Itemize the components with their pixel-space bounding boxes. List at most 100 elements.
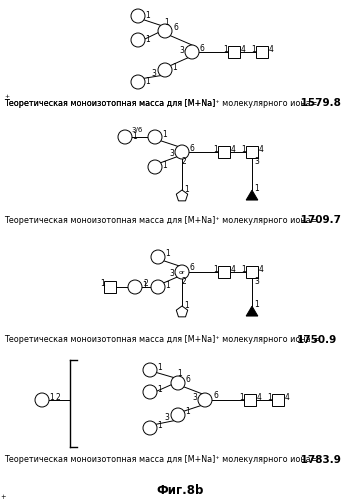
Text: 1: 1 [145, 76, 150, 85]
Text: 1: 1 [172, 62, 177, 71]
Text: 4: 4 [231, 145, 236, 154]
Polygon shape [246, 190, 258, 200]
Bar [244, 394, 256, 406]
Text: 1: 1 [157, 386, 162, 395]
Text: 2: 2 [55, 393, 60, 402]
Text: 1: 1 [164, 17, 169, 26]
Text: 1: 1 [132, 132, 137, 141]
Bar [272, 394, 284, 406]
Text: 1: 1 [239, 393, 244, 402]
Text: 3: 3 [192, 394, 197, 403]
Text: 1: 1 [177, 369, 182, 379]
Circle shape [148, 130, 162, 144]
Circle shape [131, 9, 145, 23]
Bar [218, 266, 230, 278]
Text: 6: 6 [189, 263, 194, 272]
Text: 1: 1 [145, 34, 150, 43]
Text: 1: 1 [100, 279, 105, 288]
Text: 1: 1 [185, 408, 190, 417]
Text: 1: 1 [241, 264, 246, 273]
Text: 1: 1 [162, 161, 167, 170]
Text: 3: 3 [169, 269, 174, 278]
Circle shape [158, 63, 172, 77]
Text: 3: 3 [254, 157, 259, 166]
Text: 1: 1 [162, 130, 167, 139]
Text: 6: 6 [213, 392, 218, 401]
Text: 3: 3 [151, 68, 156, 77]
Circle shape [158, 24, 172, 38]
Text: Теоретическая моноизотопная масса для [M+Na]⁺ молекулярного иона=: Теоретическая моноизотопная масса для [M… [4, 456, 320, 465]
Bar [104, 281, 116, 293]
Circle shape [175, 265, 189, 279]
Circle shape [143, 363, 157, 377]
Text: 1579.8: 1579.8 [297, 98, 341, 108]
Text: 2: 2 [144, 279, 149, 288]
Text: 4: 4 [259, 145, 264, 154]
Text: 1: 1 [241, 145, 246, 154]
Polygon shape [176, 190, 188, 201]
Circle shape [128, 280, 142, 294]
Polygon shape [176, 306, 188, 317]
Text: Теоретическая моноизотопная масса для [M+Na]⁺ молекулярного иона=: Теоретическая моноизотопная масса для [M… [4, 216, 320, 225]
Text: 4: 4 [269, 44, 274, 53]
Text: 1: 1 [157, 363, 162, 372]
Text: 3/6: 3/6 [131, 127, 142, 133]
Text: 3: 3 [179, 45, 184, 54]
Bar [228, 46, 240, 58]
Text: 1: 1 [184, 300, 189, 309]
Text: 6: 6 [185, 375, 190, 384]
Text: 1: 1 [251, 44, 256, 53]
Text: 1783.9: 1783.9 [297, 455, 341, 465]
Bar [218, 146, 230, 158]
Text: 1: 1 [165, 280, 170, 289]
Circle shape [143, 385, 157, 399]
Circle shape [151, 280, 165, 294]
Circle shape [171, 408, 185, 422]
Polygon shape [246, 306, 258, 316]
Text: Фиг.8b: Фиг.8b [156, 484, 204, 497]
Text: 1: 1 [254, 184, 259, 193]
Text: +: + [4, 94, 9, 99]
Text: 1750.9: 1750.9 [297, 335, 337, 345]
Circle shape [185, 45, 199, 59]
Circle shape [131, 75, 145, 89]
Text: 1: 1 [267, 393, 272, 402]
Bar [256, 46, 268, 58]
Text: 1: 1 [49, 393, 54, 402]
Text: 3: 3 [169, 149, 174, 158]
Text: 6: 6 [189, 144, 194, 153]
Text: 4: 4 [257, 393, 262, 402]
Text: 2: 2 [181, 276, 186, 285]
Text: 1: 1 [223, 44, 228, 53]
Text: 1: 1 [184, 185, 189, 194]
Text: +: + [0, 494, 5, 499]
Bar [246, 146, 258, 158]
Circle shape [171, 376, 185, 390]
Text: 4: 4 [231, 264, 236, 273]
Circle shape [198, 393, 212, 407]
Text: 6: 6 [200, 43, 205, 52]
Text: 1: 1 [213, 145, 218, 154]
Text: 4: 4 [259, 264, 264, 273]
Text: 3: 3 [164, 414, 169, 423]
Text: 6: 6 [173, 22, 178, 31]
Bar [246, 266, 258, 278]
Circle shape [175, 145, 189, 159]
Text: or: or [179, 269, 185, 274]
Circle shape [35, 393, 49, 407]
Text: 4: 4 [285, 393, 290, 402]
Text: 1709.7: 1709.7 [297, 215, 341, 225]
Text: Теоретическая моноизотопная масса для [M+Na]⁺ молекулярного иона=: Теоретическая моноизотопная масса для [M… [4, 98, 320, 107]
Text: 1: 1 [165, 250, 170, 258]
Text: 1: 1 [254, 300, 259, 309]
Text: Теоретическая моноизотопная масса для [M+Na]⁺ молекулярного иона =: Теоретическая моноизотопная масса для [M… [4, 335, 322, 344]
Circle shape [118, 130, 132, 144]
Text: Теоретическая моноизотопная масса для [M+Na]: Теоретическая моноизотопная масса для [M… [4, 98, 215, 107]
Circle shape [143, 421, 157, 435]
Text: 1: 1 [157, 422, 162, 431]
Circle shape [131, 33, 145, 47]
Text: 2: 2 [181, 157, 186, 166]
Text: 4: 4 [241, 44, 246, 53]
Text: 1: 1 [145, 10, 150, 19]
Circle shape [148, 160, 162, 174]
